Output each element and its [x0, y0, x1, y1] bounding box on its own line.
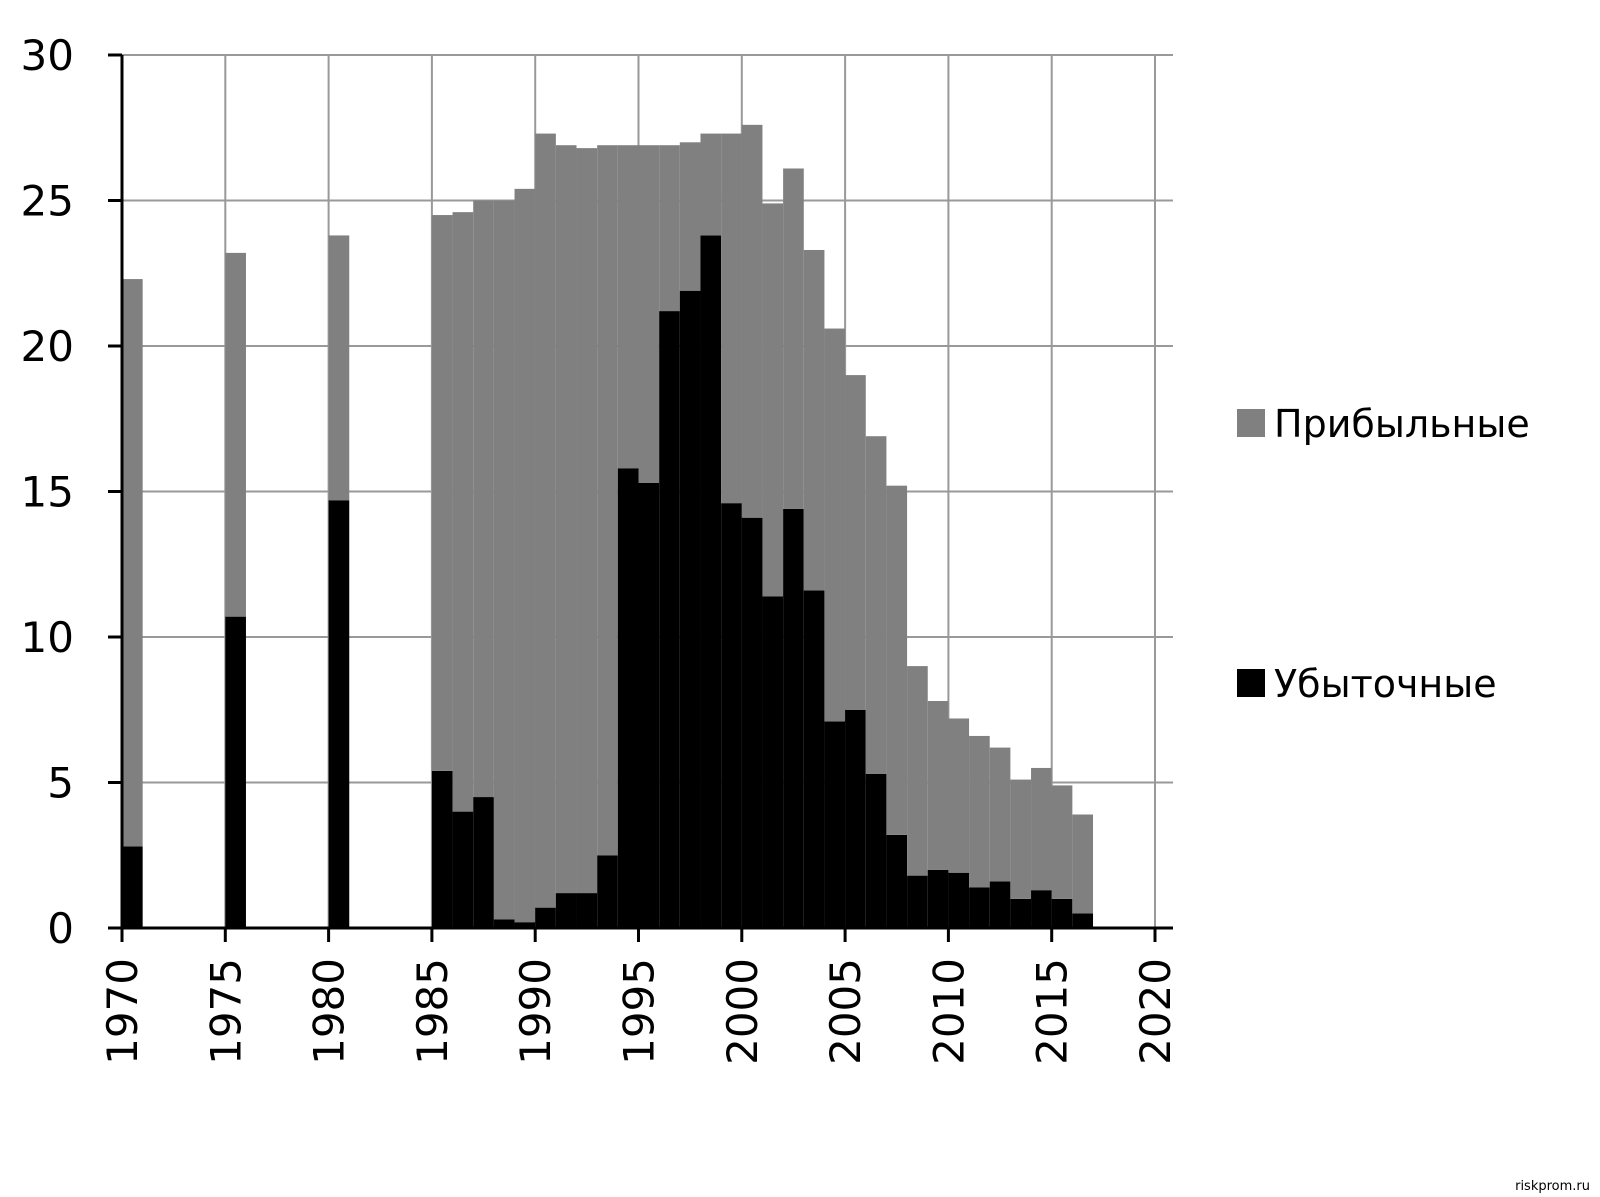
bar-segment [803, 590, 825, 928]
y-tick-label: 10 [21, 613, 74, 662]
bar-segment [493, 200, 515, 920]
bar-segment [225, 616, 246, 928]
x-tick-label: 1970 [98, 958, 147, 1065]
bar-segment [431, 770, 453, 928]
bar-segment [1031, 767, 1052, 891]
bar-segment [721, 503, 742, 928]
bar-segment [679, 142, 701, 291]
bar-segment [989, 881, 1011, 928]
bar-segment [1010, 898, 1032, 928]
x-tick-label: 1980 [305, 958, 354, 1065]
bar-segment [535, 907, 556, 928]
bar-segment [597, 855, 618, 928]
x-tick-label: 1990 [511, 958, 560, 1065]
bar-segment [762, 596, 784, 928]
bar-segment [122, 279, 143, 847]
bar-segment [452, 811, 474, 928]
bar-segment [948, 872, 970, 928]
bar-segment [927, 701, 949, 870]
bar-segment [431, 215, 453, 771]
bar-segment [638, 145, 660, 483]
legend-swatch [1237, 669, 1265, 697]
y-tick-label: 20 [21, 322, 74, 371]
bar-segment [907, 666, 928, 876]
bar-segment [514, 188, 536, 923]
bar-segment [824, 328, 846, 722]
bar-segment [473, 797, 494, 928]
bar-segment [865, 773, 887, 928]
bar-segment [948, 718, 970, 873]
watermark: riskprom.ru [1515, 1179, 1590, 1194]
bar-segment [473, 200, 494, 798]
bar-segment [886, 485, 908, 835]
bar-segment [122, 846, 143, 928]
bar-segment [638, 482, 660, 928]
bar-segment [721, 133, 742, 504]
bar-segment [700, 133, 722, 236]
bar-segment [617, 145, 639, 469]
bar-segment [1072, 814, 1094, 914]
bar-segment [659, 145, 680, 312]
bar-segment [865, 436, 887, 774]
bar-segment [328, 235, 350, 501]
bar-segment [824, 721, 846, 928]
bar-segment [1051, 785, 1073, 899]
bar-segment [741, 517, 763, 928]
bar-segment [1031, 890, 1052, 928]
bar-segment [783, 168, 804, 509]
x-tick-label: 2000 [718, 958, 767, 1065]
x-tick-label: 1995 [615, 958, 664, 1065]
y-tick-label: 15 [21, 468, 74, 517]
bar-segment [989, 747, 1011, 882]
bar-segment [741, 124, 763, 518]
bar-segment [493, 919, 515, 928]
bar-segment [597, 145, 618, 856]
bar-segment [762, 203, 784, 597]
x-tick-label: 1985 [408, 958, 457, 1065]
x-tick-label: 2010 [924, 958, 973, 1065]
x-tick-label: 2020 [1131, 958, 1180, 1065]
bar-segment [576, 893, 598, 928]
x-tick-label: 1975 [201, 958, 250, 1065]
bar-segment [969, 887, 990, 928]
bar-segment [907, 875, 928, 928]
y-tick-label: 30 [21, 31, 74, 80]
bar-segment [845, 709, 866, 928]
y-tick-label: 5 [47, 759, 74, 808]
bar-segment [535, 133, 556, 908]
bar-segment [1072, 913, 1094, 928]
bar-segment [576, 148, 598, 894]
y-tick-label: 25 [21, 177, 74, 226]
bar-segment [328, 500, 350, 928]
bar-segment [700, 235, 722, 929]
bar-segment [555, 893, 577, 928]
bar-segment [803, 249, 825, 591]
bar-segment [1010, 779, 1032, 899]
bar-segment [555, 145, 577, 894]
legend-label: Прибыльные [1274, 402, 1530, 446]
x-tick-label: 2005 [821, 958, 870, 1065]
bar-segment [514, 922, 536, 928]
bar-segment [659, 311, 680, 929]
bar-segment [783, 508, 804, 928]
bar-segment [845, 375, 866, 710]
bar-segment [927, 869, 949, 928]
legend-label: Убыточные [1274, 662, 1497, 706]
bar-segment [969, 735, 990, 888]
bar-segment [452, 212, 474, 812]
bar-segment [617, 468, 639, 928]
x-tick-label: 2015 [1028, 958, 1077, 1065]
bar-segment [886, 834, 908, 928]
bar-segment [225, 252, 246, 617]
bar-segment [679, 290, 701, 929]
legend-swatch [1237, 409, 1265, 437]
y-tick-label: 0 [47, 904, 74, 953]
bar-segment [1051, 898, 1073, 928]
